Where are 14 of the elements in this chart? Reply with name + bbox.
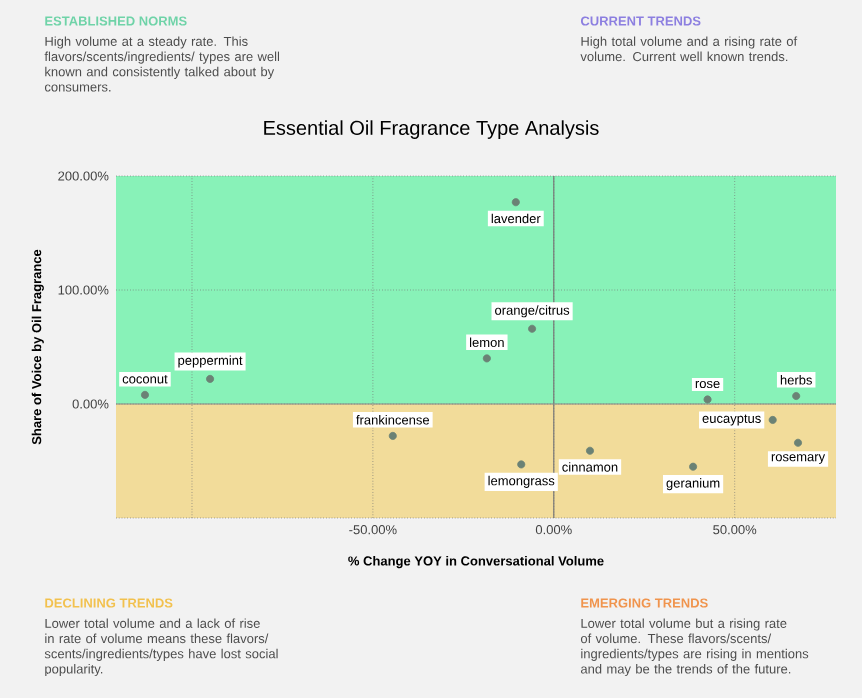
point — [206, 374, 215, 383]
chart-title: Essential Oil Fragrance Type Analysis — [264, 120, 599, 139]
point — [689, 462, 698, 471]
point — [792, 392, 801, 401]
point — [585, 446, 594, 455]
point — [388, 431, 397, 440]
point — [482, 354, 491, 363]
point — [768, 415, 777, 424]
point — [794, 438, 803, 447]
point — [140, 390, 149, 399]
point — [703, 395, 712, 404]
point — [511, 198, 520, 207]
point — [517, 460, 526, 469]
point — [528, 324, 537, 333]
